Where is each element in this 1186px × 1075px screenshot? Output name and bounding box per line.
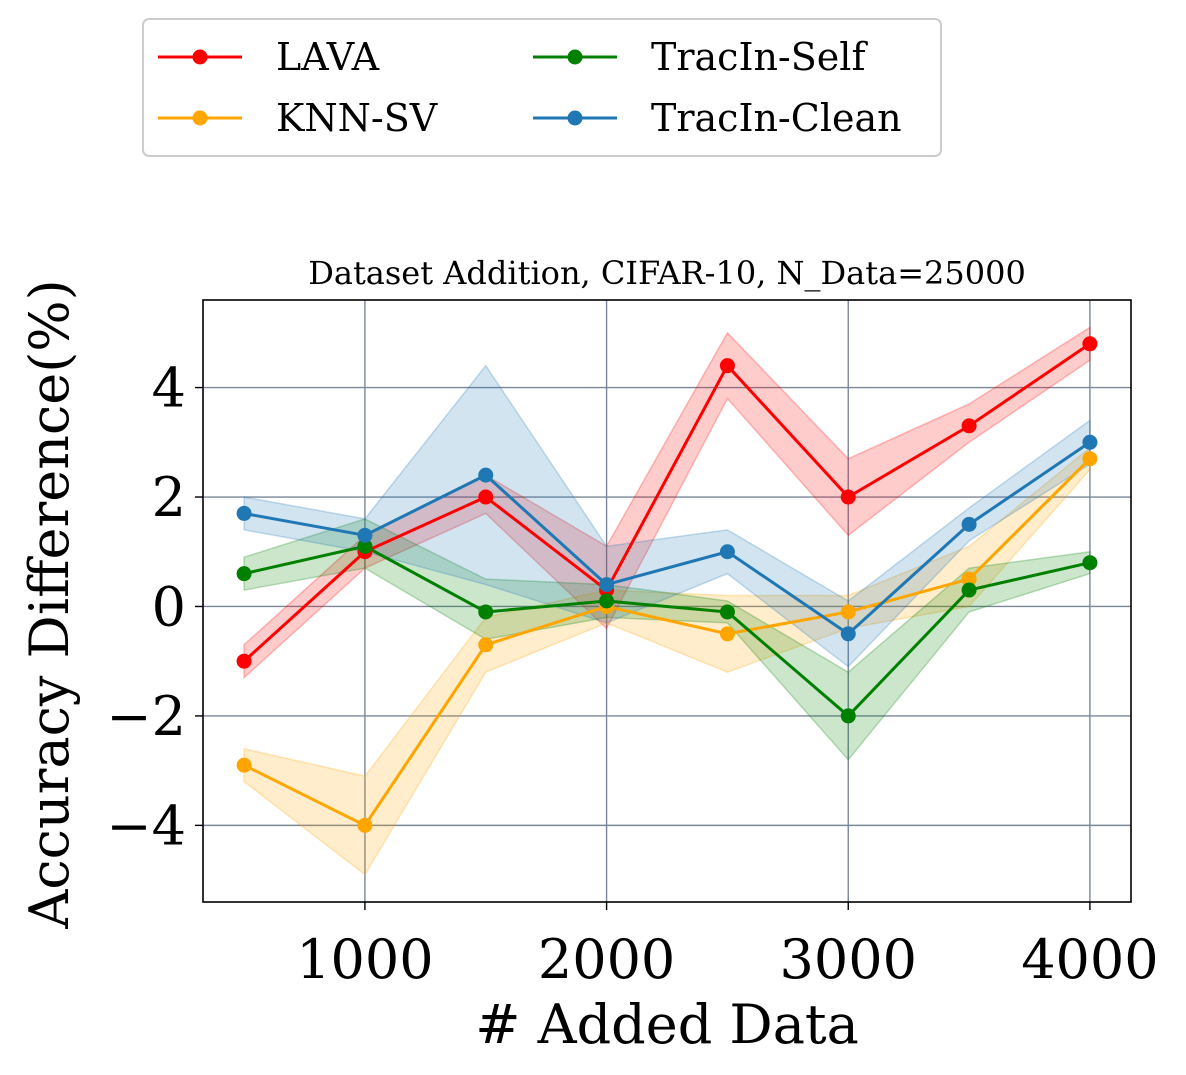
y-tick-label: −4 (106, 794, 186, 857)
point-knn-sv (961, 571, 977, 587)
x-tick-label: 4000 (1021, 928, 1158, 991)
point-tracin-clean (840, 626, 856, 642)
point-tracin-self (961, 582, 977, 598)
legend-label: KNN-SV (276, 96, 438, 140)
x-tick-label: 2000 (538, 928, 675, 991)
point-knn-sv (719, 626, 735, 642)
plot-frame (202, 299, 1132, 903)
point-knn-sv (840, 604, 856, 620)
series-lines (243, 342, 1091, 827)
point-tracin-clean (1082, 434, 1098, 450)
legend-items: LAVA KNN-SV TracIn-Self TracIn-Clean (158, 35, 902, 140)
point-tracin-clean (236, 505, 252, 521)
point-knn-sv (1082, 451, 1098, 467)
point-knn-sv (478, 637, 494, 653)
legend-marker (567, 110, 583, 126)
line-tracin-self (243, 544, 1091, 718)
y-axis-label: Accuracy Difference(%) (18, 279, 81, 929)
point-tracin-self (357, 538, 373, 554)
y-axis-ticks: −4 −2 0 2 4 (106, 357, 203, 857)
point-lava (1082, 336, 1098, 352)
point-tracin-self (599, 593, 615, 609)
legend: LAVA KNN-SV TracIn-Self TracIn-Clean (142, 18, 942, 157)
line-lava (243, 342, 1091, 663)
legend-entry-lava: LAVA (158, 35, 380, 79)
legend-marker (567, 49, 583, 65)
point-tracin-clean (961, 516, 977, 532)
point-knn-sv (357, 817, 373, 833)
series-points (236, 336, 1098, 833)
y-tick-label: 2 (152, 466, 186, 529)
point-tracin-self (478, 604, 494, 620)
legend-label: TracIn-Clean (651, 96, 902, 140)
point-tracin-clean (478, 467, 494, 483)
band-tracin-self (243, 518, 1091, 761)
line-tracin-clean (243, 441, 1091, 636)
legend-frame (142, 18, 942, 157)
point-tracin-self (840, 708, 856, 724)
point-tracin-self (1082, 555, 1098, 571)
x-axis-ticks: 1000 2000 3000 4000 (296, 902, 1159, 991)
x-tick-label: 1000 (296, 928, 433, 991)
legend-entry-knn-sv: KNN-SV (158, 96, 438, 140)
point-lava (719, 358, 735, 374)
confidence-bands (243, 326, 1091, 876)
y-tick-label: 4 (152, 357, 186, 420)
legend-label: TracIn-Self (651, 35, 868, 79)
x-tick-label: 3000 (780, 928, 917, 991)
point-tracin-clean (599, 577, 615, 593)
legend-entry-tracin-clean: TracIn-Clean (533, 96, 902, 140)
legend-label: LAVA (276, 35, 380, 79)
point-lava (840, 489, 856, 505)
point-knn-sv (236, 757, 252, 773)
plot-area: 1000 2000 3000 4000 −4 −2 0 2 4 (106, 299, 1159, 991)
point-lava (961, 418, 977, 434)
line-knn-sv (243, 457, 1091, 827)
point-lava (478, 489, 494, 505)
band-lava (243, 326, 1091, 680)
point-tracin-clean (719, 544, 735, 560)
point-tracin-self (236, 566, 252, 582)
legend-entry-tracin-self: TracIn-Self (533, 35, 868, 79)
chart-title: Dataset Addition, CIFAR-10, N_Data=25000 (308, 254, 1026, 292)
band-knn-sv (243, 446, 1091, 876)
x-axis-label: # Added Data (475, 993, 859, 1056)
point-lava (236, 653, 252, 669)
point-tracin-self (719, 604, 735, 620)
legend-marker (192, 110, 208, 126)
y-tick-label: −2 (106, 685, 186, 748)
legend-marker (192, 49, 208, 65)
y-tick-label: 0 (152, 575, 186, 638)
point-tracin-clean (357, 527, 373, 543)
